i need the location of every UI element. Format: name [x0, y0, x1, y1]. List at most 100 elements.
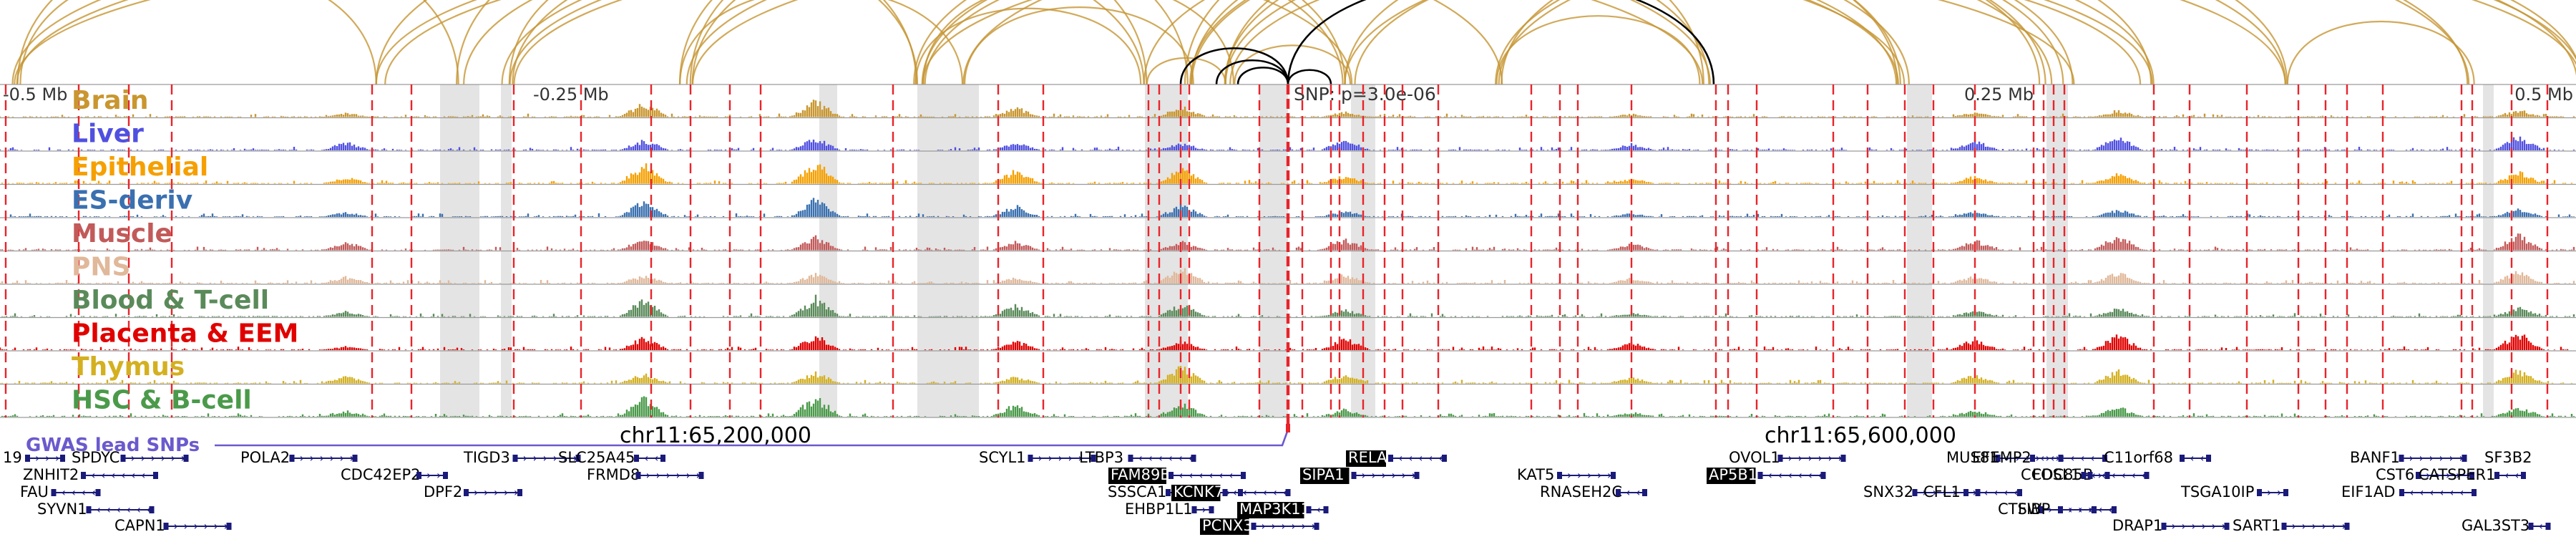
strand-arrow: ›: [1392, 468, 1396, 482]
strand-arrow: ‹: [2459, 485, 2464, 499]
strand-arrow: ›: [1038, 451, 1043, 465]
strand-arrow: ‹: [1253, 485, 1257, 499]
strand-arrow: ‹: [2078, 503, 2082, 516]
loop-arc: [513, 0, 2153, 85]
strand-arrow: ›: [194, 519, 198, 533]
strand-arrow: ‹: [117, 503, 121, 516]
gene-highlight-box: [1171, 485, 1221, 501]
strand-arrow: ‹: [2514, 468, 2519, 482]
gene-exon: [2344, 523, 2350, 530]
strand-arrow: ›: [2466, 468, 2470, 482]
gene-highlight-box: [1108, 468, 1166, 484]
gene-exon: [60, 455, 65, 462]
strand-arrow: ›: [224, 519, 228, 533]
strand-arrow: ›: [2436, 468, 2440, 482]
loop-arc: [1224, 0, 1898, 85]
loop-arc: [914, 7, 1142, 85]
loop-arc: [1344, 0, 2576, 85]
gene-exon: [1557, 472, 1562, 479]
gene-ehbp1l1: EHBP1L1 ›: [1125, 500, 1214, 518]
strand-arrow: ›: [533, 451, 537, 465]
track-label: Brain: [72, 86, 148, 115]
gene-label: TSGA10IP: [2180, 483, 2254, 500]
strand-arrow: ‹: [2080, 451, 2084, 465]
gene-label: SLC25A45: [558, 449, 635, 466]
gene-exon: [517, 489, 522, 496]
track-label: Muscle: [72, 219, 172, 248]
gene-exon: [1642, 489, 1647, 496]
strand-arrow: ›: [1282, 519, 1286, 533]
gene-exon: [698, 472, 704, 479]
tick-label: -0.25 Mb: [533, 84, 609, 105]
strand-arrow: ›: [2439, 451, 2444, 465]
gene-label: CCDC85B: [2021, 466, 2093, 483]
strand-arrow: ›: [1828, 451, 1833, 465]
strand-arrow: ›: [1382, 468, 1386, 482]
strand-arrow: ›: [426, 468, 431, 482]
strand-arrow: ‹: [121, 468, 125, 482]
strand-arrow: ›: [350, 451, 354, 465]
loop-arc: [922, 0, 1235, 85]
gene-exon: [1209, 506, 1214, 513]
gene-label: SF3B2: [2484, 449, 2532, 466]
strand-arrow: ›: [2026, 451, 2030, 465]
strand-arrow: ›: [2172, 519, 2176, 533]
strand-arrow: ‹: [1189, 451, 1193, 465]
gene-exon: [2206, 455, 2211, 462]
loop-arc: [1234, 44, 1352, 85]
strand-arrow: ›: [35, 451, 39, 465]
strand-arrow: ›: [1953, 485, 1957, 499]
strand-arrow: ›: [2426, 468, 2430, 482]
strand-arrow: ‹: [2419, 485, 2424, 499]
strand-arrow: ‹: [2102, 468, 2106, 482]
strand-arrow: ‹: [1418, 451, 1423, 465]
strand-arrow: ›: [1058, 451, 1063, 465]
gene-exon: [2161, 523, 2167, 530]
strand-arrow: ‹: [2504, 468, 2509, 482]
strand-arrow: ‹: [1768, 468, 1772, 482]
gene-scyl1: SCYL1 › › › › › ›: [979, 449, 1096, 466]
track-label: PNS: [72, 253, 130, 282]
strand-arrow: ›: [1838, 451, 1843, 465]
track-labels: Brain Liver Epithelial ES-deriv Muscle PNS Blo…: [72, 86, 298, 415]
loop-arc: [375, 0, 1145, 85]
track-label: Epithelial: [72, 153, 208, 182]
gene-label: SCYL1: [979, 449, 1026, 466]
gene-label: 19: [3, 449, 22, 466]
gene-exon: [2494, 472, 2499, 479]
gene-exon: [2030, 455, 2035, 462]
gene-label: FIBP: [2018, 500, 2050, 518]
strand-arrow: ‹: [1199, 468, 1203, 482]
gene-exon: [2257, 489, 2262, 496]
strand-arrow: ›: [2212, 519, 2216, 533]
gene-tsga10ip: TSGA10IP › ›: [2180, 483, 2288, 500]
gene-exon: [51, 489, 57, 496]
strand-arrow: ›: [1088, 451, 1093, 465]
strand-arrow: ‹: [1788, 468, 1792, 482]
gene-eif1ad: EIF1AD ‹ ‹ ‹ ‹ ‹ ‹: [2341, 483, 2477, 500]
gene-exon: [2058, 506, 2063, 513]
gene-label: CAPN1: [114, 517, 165, 534]
coordinate-label: chr11:65,600,000: [1765, 423, 1956, 448]
gene-exon: [635, 472, 641, 479]
strand-arrow: ›: [1798, 451, 1802, 465]
gene-exon: [1222, 489, 1228, 496]
gene-rnaseh2c: RNASEH2C ‹ ‹: [1540, 483, 1647, 500]
gene-cfl1: CFL1 ‹ ‹ ‹ ‹ ‹: [1923, 483, 2022, 500]
strand-arrow: ›: [2267, 485, 2271, 499]
loop-arc: [1224, 0, 2287, 85]
strand-arrow: ›: [151, 451, 155, 465]
gene-exon: [1442, 455, 1447, 462]
snp-loop-arc: [1179, 47, 1289, 85]
strand-arrow: ›: [1202, 503, 1206, 516]
strand-arrow: ‹: [107, 503, 111, 516]
strand-arrow: ›: [1818, 451, 1823, 465]
gene-dpf2: DPF2 › › › › ›: [424, 483, 522, 500]
strand-arrow: ‹: [1974, 485, 1978, 499]
track-label: HSC & B-cell: [72, 386, 252, 415]
gene-label: RNASEH2C: [1540, 483, 1622, 500]
gene-exon: [183, 455, 189, 462]
strand-arrow: ›: [300, 451, 304, 465]
strand-arrow: ›: [1808, 451, 1813, 465]
strand-arrow: ›: [484, 485, 488, 499]
